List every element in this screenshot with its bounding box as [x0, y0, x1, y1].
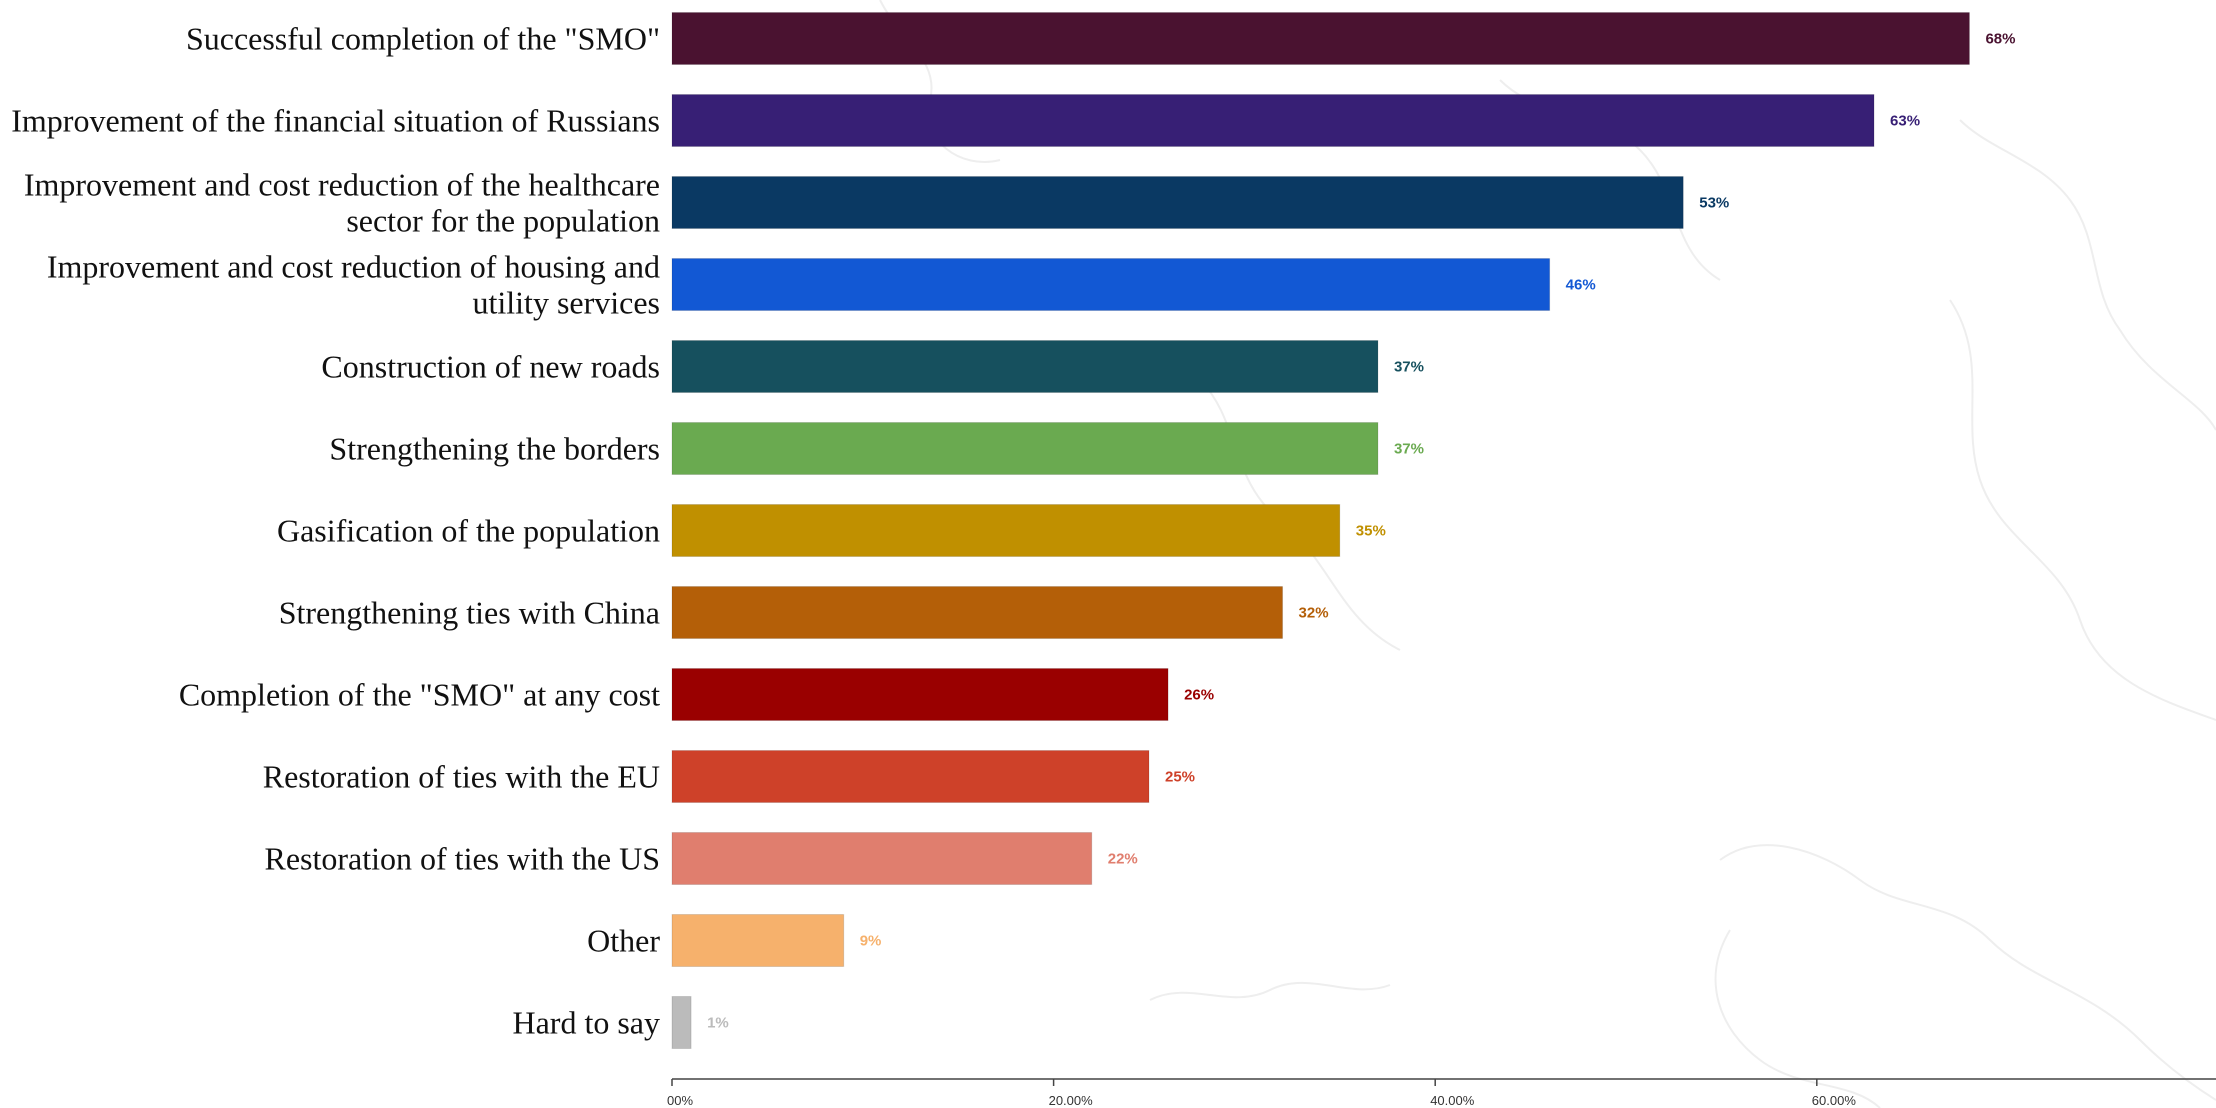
value-label-7: 35% — [1356, 523, 1386, 540]
category-label-10: Restoration of ties with the EU — [263, 759, 660, 795]
category-label-8: Strengthening ties with China — [279, 595, 660, 631]
bar-12 — [671, 914, 845, 967]
x-tick-label-2: 20.00% — [1049, 1093, 1094, 1108]
value-label-1: 68% — [1985, 31, 2015, 48]
value-label-12: 9% — [860, 933, 882, 950]
bar-6 — [671, 422, 1379, 475]
category-label-2: Improvement of the financial situation o… — [11, 103, 660, 139]
category-label-11: Restoration of ties with the US — [264, 841, 660, 877]
bar-13 — [671, 996, 692, 1049]
bar-8 — [671, 586, 1284, 639]
category-label-12: Other — [587, 923, 660, 959]
value-label-8: 32% — [1299, 605, 1329, 622]
bars — [671, 12, 1970, 1049]
bar-10 — [671, 750, 1150, 803]
category-label-4: Improvement and cost reduction of housin… — [47, 249, 660, 321]
category-label-13: Hard to say — [512, 1005, 660, 1041]
category-labels: Successful completion of the "SMO" Improv… — [11, 21, 660, 1041]
bar-11 — [671, 832, 1093, 885]
value-label-6: 37% — [1394, 441, 1424, 458]
x-axis: 00% 20.00% 40.00% 60.00% — [667, 1078, 2216, 1108]
bar-4 — [671, 258, 1551, 311]
value-label-4: 46% — [1566, 277, 1596, 294]
bar-3 — [671, 176, 1684, 229]
value-labels: 68% 63% 53% 46% 37% 37% 35% 32% 26% 25% 22% 9% 1% — [707, 31, 2015, 1032]
bar-1 — [671, 12, 1970, 65]
bar-9 — [671, 668, 1169, 721]
category-label-5: Construction of new roads — [321, 349, 660, 385]
value-label-13: 1% — [707, 1015, 729, 1032]
bar-7 — [671, 504, 1341, 557]
x-tick-label-1: 00% — [667, 1093, 693, 1108]
value-label-2: 63% — [1890, 113, 1920, 130]
bar-2 — [671, 94, 1875, 147]
category-label-6: Strengthening the borders — [329, 431, 660, 467]
x-tick-label-4: 60.00% — [1812, 1093, 1857, 1108]
category-label-3: Improvement and cost reduction of the he… — [24, 167, 660, 239]
value-label-9: 26% — [1184, 687, 1214, 704]
value-label-3: 53% — [1699, 195, 1729, 212]
x-tick-label-3: 40.00% — [1430, 1093, 1475, 1108]
category-label-9: Completion of the "SMO" at any cost — [179, 677, 660, 713]
category-label-7: Gasification of the population — [277, 513, 660, 549]
bar-5 — [671, 340, 1379, 393]
value-label-5: 37% — [1394, 359, 1424, 376]
value-label-11: 22% — [1108, 851, 1138, 868]
value-label-10: 25% — [1165, 769, 1195, 786]
category-label-1: Successful completion of the "SMO" — [186, 21, 660, 57]
